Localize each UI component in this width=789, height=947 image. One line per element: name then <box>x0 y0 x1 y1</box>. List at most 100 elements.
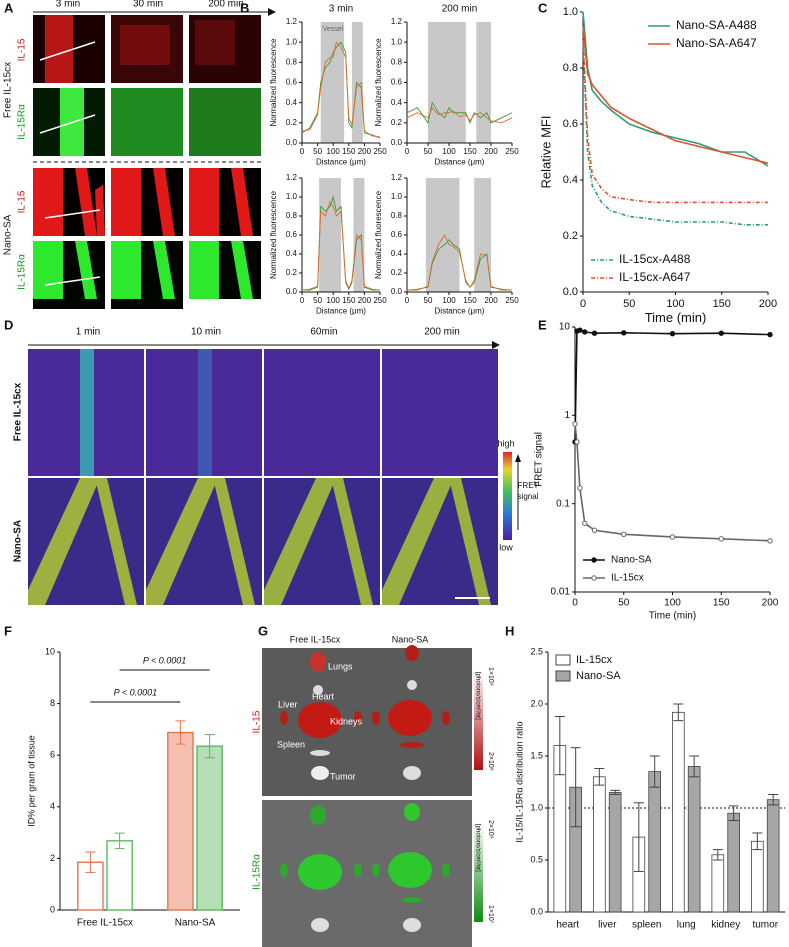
y-tick-label: 1.2 <box>286 173 298 182</box>
vessel-band <box>474 178 491 292</box>
y-axis-label: Normalized fluorescence <box>269 190 278 279</box>
scale-min: 2×10⁸ <box>487 752 494 771</box>
image <box>264 349 380 476</box>
x-tick-label: Nano-SA <box>175 918 216 929</box>
bar <box>672 711 685 913</box>
legend-marker <box>591 575 597 581</box>
x-tick-label: kidney <box>711 920 740 931</box>
organ <box>372 711 380 725</box>
organ <box>388 700 432 736</box>
vessel <box>111 168 175 236</box>
marker <box>767 538 773 544</box>
x-tick-label: 150 <box>713 298 731 310</box>
vessel <box>195 20 235 65</box>
bar <box>687 766 701 913</box>
y-tick-label: 1.2 <box>286 17 298 26</box>
panel-d: 1 min 10 min 60min 200 min Free IL-15cx … <box>13 327 539 605</box>
y-tick-label: 0.01 <box>551 587 571 598</box>
panel-g: Free IL-15cx Nano-SA IL-15 IL-15Rα Lungs… <box>252 634 494 947</box>
annotation: Vessel <box>323 26 344 33</box>
image <box>382 349 498 476</box>
y-axis-label: Normalized fluorescence <box>374 190 383 279</box>
scale-min: 1×10⁷ <box>487 905 494 924</box>
panel-label: D <box>4 317 13 332</box>
organ <box>407 680 417 690</box>
x-tick-label: 200 <box>358 147 372 156</box>
legend-label: IL-15cx <box>576 654 613 666</box>
vessel <box>146 478 255 605</box>
vessel <box>189 241 253 299</box>
x-tick-label: 200 <box>759 298 777 310</box>
arrow <box>39 114 96 134</box>
x-tick-label: 150 <box>713 598 730 609</box>
colorbar-low: low <box>499 542 513 552</box>
colorbar-label: signal <box>518 492 539 501</box>
colorbar <box>474 670 483 770</box>
series-line <box>406 106 513 124</box>
x-axis-label: Distance (μm) <box>435 157 485 166</box>
marker <box>621 531 627 537</box>
organ <box>403 766 421 780</box>
x-tick-label: heart <box>556 920 579 931</box>
vessel <box>33 168 105 236</box>
y-tick-label: 0.0 <box>286 138 298 147</box>
x-tick-label: 150 <box>342 147 356 156</box>
organ-label: Tumor <box>330 771 356 781</box>
vessel <box>382 478 491 605</box>
bar <box>167 731 194 911</box>
y-axis-label: Normalized fluorescence <box>269 38 278 127</box>
y-tick-label: 0.8 <box>286 57 298 66</box>
y-tick-label: 2 <box>50 853 55 863</box>
x-tick-label: 50 <box>424 147 433 156</box>
organ <box>298 702 342 738</box>
marker <box>621 330 627 336</box>
x-axis-label: Distance (μm) <box>435 306 485 315</box>
x-tick-label: 100 <box>327 296 341 305</box>
organ <box>442 863 450 877</box>
y-tick-label: 10 <box>45 646 55 656</box>
x-axis-label: Time (min) <box>649 611 696 622</box>
row-label: Nano-SA <box>13 520 24 562</box>
organ-label: Kidneys <box>330 716 363 726</box>
legend-swatch <box>555 654 571 666</box>
y-axis-label: Relative MFI <box>538 116 553 189</box>
x-tick-label: 50 <box>313 147 322 156</box>
vessel <box>120 25 170 65</box>
vessel-band <box>351 22 363 143</box>
y-tick-label: 0.0 <box>563 286 578 298</box>
row-label: Free IL-15cx <box>13 382 24 441</box>
organ <box>402 897 422 903</box>
time-label: 200 min <box>424 327 460 338</box>
organ <box>442 711 450 725</box>
series-line <box>301 41 381 138</box>
organ <box>298 854 342 890</box>
organ <box>280 711 288 725</box>
y-tick-label: 0.6 <box>391 230 403 239</box>
colorbar-label: FRET <box>518 481 539 490</box>
x-tick-label: 150 <box>463 147 477 156</box>
organ <box>403 918 421 932</box>
y-tick-label: 1.2 <box>391 173 403 182</box>
y-axis-label: FRET signal <box>534 432 545 487</box>
x-tick-label: 0 <box>300 147 305 156</box>
bar <box>751 840 764 913</box>
channel-label: IL-15Rα <box>17 104 28 140</box>
marker <box>582 329 588 335</box>
series-line <box>582 11 769 167</box>
x-tick-label: 100 <box>442 147 456 156</box>
panel-label: B <box>240 0 249 15</box>
organ <box>405 645 419 661</box>
vessel <box>264 478 373 605</box>
image <box>111 88 183 156</box>
organ <box>311 766 329 780</box>
organ <box>310 652 326 672</box>
y-tick-label: 1 <box>564 410 570 421</box>
y-tick-label: 1.0 <box>563 6 578 18</box>
row-label: IL-15Rα <box>252 854 263 890</box>
marker <box>718 330 724 336</box>
vessel-band <box>319 178 341 292</box>
arrow <box>39 41 96 61</box>
marker <box>572 421 578 427</box>
vessel <box>45 15 73 83</box>
y-tick-label: 0.4 <box>391 249 403 258</box>
